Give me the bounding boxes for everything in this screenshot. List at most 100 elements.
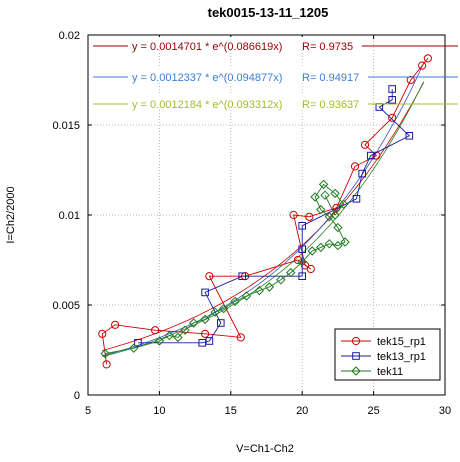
data-point (316, 204, 326, 215)
data-point (276, 275, 286, 285)
data-point (358, 169, 366, 178)
data-point (217, 319, 225, 327)
fit-equation: y = 0.0014701 * e^(0.086619x) (132, 41, 282, 53)
data-point (100, 348, 110, 359)
data-point (360, 140, 370, 149)
x-axis-label: V=Ch1-Ch2 (236, 443, 294, 455)
data-point (298, 222, 306, 230)
fit-r-value: R= 0.9735 (302, 41, 353, 53)
data-point (241, 291, 252, 301)
data-series (98, 54, 432, 369)
data-point (324, 239, 335, 249)
data-point (305, 212, 314, 221)
x-tick-label: 5 (85, 405, 91, 417)
fit-label-background (128, 68, 316, 81)
data-point (286, 267, 296, 278)
fit-label-background (128, 95, 316, 108)
data-point (205, 337, 214, 345)
data-point (111, 320, 120, 329)
data-point (418, 61, 427, 70)
fit-label-background (298, 68, 368, 81)
x-tick-label: 25 (367, 405, 379, 417)
fit-label-background (128, 37, 316, 50)
data-point (330, 210, 340, 220)
data-point (372, 151, 381, 160)
legend-label: tek13_rp1 (377, 351, 426, 363)
data-point (366, 151, 375, 160)
data-point (332, 203, 341, 212)
data-point (388, 85, 396, 93)
data-point (151, 326, 160, 335)
data-point (198, 339, 207, 347)
legend-marker (351, 336, 361, 346)
fit-curve (102, 63, 424, 357)
data-point (128, 343, 139, 353)
fit-r-value: R= 0.93637 (302, 99, 359, 111)
data-point (210, 307, 220, 317)
fit-curve (102, 82, 424, 351)
data-point (350, 162, 360, 171)
data-point (330, 188, 340, 199)
chart-title: tek0015-13-11_1205 (208, 5, 329, 20)
data-point (102, 360, 111, 369)
x-tick-label: 10 (153, 405, 165, 417)
fit-annotations: y = 0.0014701 * e^(0.086619x) R= 0.9735 y … (93, 37, 458, 111)
series-tek11 (100, 179, 350, 359)
data-point (205, 272, 214, 281)
series-line (138, 89, 411, 344)
fit-equation: y = 0.0012337 * e^(0.094877x) (132, 72, 282, 84)
fit-label-background (298, 37, 362, 50)
data-point (188, 318, 199, 328)
data-point (338, 199, 349, 209)
fit-label-background (298, 95, 368, 108)
legend-label: tek15_rp1 (377, 336, 426, 348)
y-axis-ticks: 0 0.005 0.01 0.015 0.02 (52, 30, 445, 402)
data-point (264, 282, 275, 292)
data-point (236, 333, 245, 342)
data-point (316, 242, 326, 253)
y-tick-label: 0.015 (52, 120, 80, 132)
data-point (423, 54, 432, 63)
data-point (134, 339, 142, 347)
data-point (306, 264, 315, 274)
series-line (101, 58, 429, 365)
legend-label: tek11 (377, 366, 403, 378)
data-point (307, 246, 317, 256)
data-point (298, 245, 306, 253)
data-point (320, 190, 330, 200)
data-point (201, 288, 209, 297)
data-point (200, 314, 210, 325)
data-point (164, 330, 175, 341)
data-point (333, 222, 343, 233)
data-point (254, 285, 265, 296)
series-tek13_rp1 (134, 85, 414, 347)
data-point (333, 240, 343, 251)
data-point (98, 329, 107, 338)
legend-marker (352, 352, 360, 360)
data-point (388, 113, 397, 122)
x-tick-label: 30 (439, 405, 451, 417)
y-tick-label: 0 (74, 390, 80, 402)
y-tick-label: 0.02 (59, 30, 80, 42)
data-point (405, 132, 414, 140)
data-point (352, 195, 361, 203)
x-tick-label: 15 (225, 405, 237, 417)
data-point (406, 75, 415, 85)
data-point (293, 255, 303, 265)
data-point (318, 179, 329, 190)
x-axis-ticks: 5 10 15 20 25 30 (85, 35, 451, 417)
y-axis-label: I=Ch2/2000 (5, 186, 17, 243)
data-point (388, 96, 396, 104)
data-point (180, 325, 190, 335)
legend: tek15_rp1 tek13_rp1 tek11 (334, 328, 441, 381)
data-point (340, 237, 350, 247)
x-tick-label: 20 (296, 405, 308, 417)
fit-r-value: R= 0.94917 (302, 72, 359, 84)
data-point (218, 303, 229, 314)
data-point (238, 272, 247, 280)
fit-equation: y = 0.0012184 * e^(0.093312x) (132, 99, 282, 111)
data-point (298, 272, 306, 280)
legend-marker (351, 366, 361, 376)
data-point (173, 332, 183, 343)
